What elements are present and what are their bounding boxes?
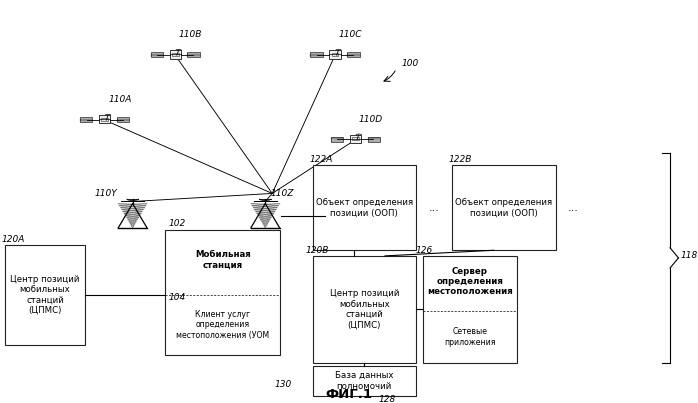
Text: 122B: 122B [449, 155, 472, 164]
Bar [332, 53, 339, 56]
Bar [80, 117, 92, 122]
Text: 110A: 110A [108, 95, 131, 104]
FancyBboxPatch shape [165, 230, 280, 355]
Text: 130: 130 [274, 380, 292, 389]
Text: ФИГ.1: ФИГ.1 [325, 388, 373, 401]
Bar [311, 52, 322, 57]
Bar [331, 137, 343, 142]
FancyBboxPatch shape [313, 165, 416, 250]
Text: Центр позиций
мобильных
станций
(ЦПМС): Центр позиций мобильных станций (ЦПМС) [10, 275, 80, 315]
FancyBboxPatch shape [5, 245, 85, 345]
Bar [350, 135, 361, 143]
Text: Объект определения
позиции (ООП): Объект определения позиции (ООП) [315, 198, 413, 218]
Text: 120B: 120B [306, 246, 329, 255]
Text: Клиент услуг
определения
местоположения (УОМ: Клиент услуг определения местоположения … [176, 310, 269, 340]
FancyBboxPatch shape [313, 256, 416, 363]
Text: Сетевые
приложения: Сетевые приложения [445, 327, 496, 347]
FancyBboxPatch shape [423, 256, 517, 363]
Bar [352, 137, 359, 140]
Bar [172, 53, 179, 56]
Text: 122A: 122A [309, 155, 332, 164]
Text: Сервер
определения
местоположения: Сервер определения местоположения [427, 267, 513, 297]
Bar [348, 52, 359, 57]
FancyBboxPatch shape [313, 366, 416, 396]
Text: ...: ... [429, 203, 440, 213]
Text: 110C: 110C [339, 30, 362, 39]
Text: 110B: 110B [179, 30, 202, 39]
Text: База данных
полномочий: База данных полномочий [335, 371, 394, 391]
Text: 102: 102 [169, 220, 186, 229]
Text: 118: 118 [681, 251, 698, 260]
Text: 110D: 110D [359, 115, 383, 124]
Text: Объект определения
позиции (ООП): Объект определения позиции (ООП) [455, 198, 553, 218]
Bar [99, 115, 110, 123]
Text: 128: 128 [378, 395, 396, 403]
Text: 100: 100 [401, 60, 419, 69]
Text: 110Y: 110Y [94, 189, 117, 198]
Text: 126: 126 [416, 246, 433, 255]
Bar [117, 117, 129, 122]
Text: 110Z: 110Z [271, 189, 294, 198]
Bar [188, 52, 200, 57]
Text: ...: ... [567, 203, 579, 213]
Text: Мобильная
станция: Мобильная станция [195, 250, 251, 270]
Text: Центр позиций
мобильных
станций
(ЦПМС): Центр позиций мобильных станций (ЦПМС) [329, 289, 399, 329]
Text: 120A: 120A [1, 235, 24, 244]
Bar [329, 50, 341, 58]
Bar [101, 118, 108, 120]
Text: 104: 104 [169, 293, 186, 302]
Bar [170, 50, 181, 58]
Bar [151, 52, 163, 57]
Bar [368, 137, 380, 142]
FancyBboxPatch shape [452, 165, 556, 250]
